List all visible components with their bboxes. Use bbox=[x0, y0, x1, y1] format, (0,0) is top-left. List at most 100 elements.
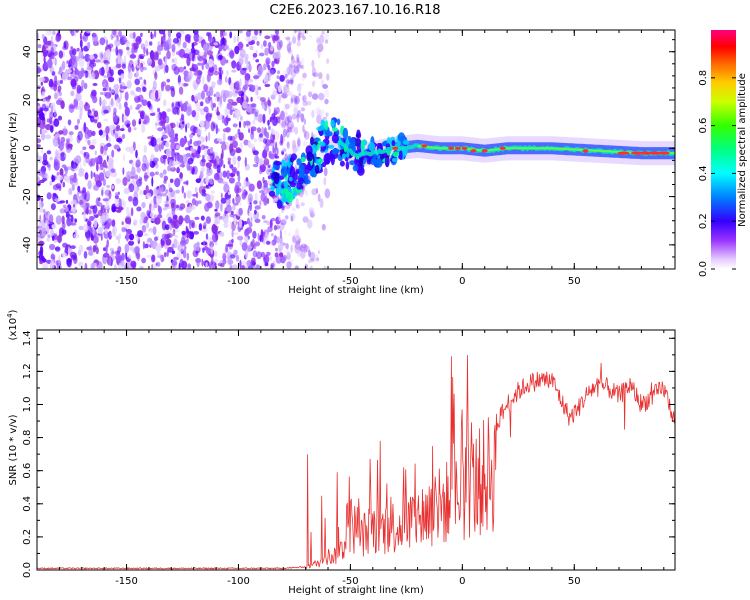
spectrogram-noise-blob bbox=[264, 35, 271, 40]
spectrogram-noise-blob bbox=[121, 221, 124, 226]
spectrogram-noise-blob bbox=[77, 249, 82, 256]
spectrogram-noise-blob bbox=[205, 62, 210, 70]
spectrogram-noise-blob bbox=[162, 154, 168, 160]
spectrogram-noise-blob bbox=[194, 154, 201, 159]
spectrogram-signal-blob bbox=[341, 153, 347, 159]
spectrogram-noise-blob bbox=[210, 155, 213, 160]
spectrogram-noise-blob bbox=[285, 204, 288, 209]
spectrogram-noise-blob bbox=[225, 115, 229, 124]
spectrogram-noise-blob bbox=[87, 220, 92, 227]
spectrogram-noise-blob bbox=[96, 155, 103, 165]
spectrogram-noise-blob bbox=[211, 82, 216, 86]
spectrogram-noise-blob bbox=[139, 189, 144, 196]
spectrogram-noise-blob bbox=[92, 72, 96, 80]
spectrogram-signal-blob bbox=[324, 152, 331, 165]
spectrogram-noise-blob bbox=[135, 236, 141, 241]
snr-x-label: Height of straight line (km) bbox=[288, 585, 424, 596]
spectrogram-signal-blob bbox=[310, 136, 314, 146]
spectrogram-noise-blob bbox=[55, 215, 62, 225]
spectrogram-noise-blob bbox=[218, 157, 224, 167]
spectrogram-noise-blob bbox=[292, 36, 297, 44]
spectrogram-noise-blob bbox=[276, 75, 280, 80]
spectrogram-noise-blob bbox=[87, 41, 91, 50]
spectrogram-noise-blob bbox=[302, 216, 309, 223]
spectrogram-noise-blob bbox=[289, 124, 296, 133]
spectrogram-noise-blob bbox=[115, 45, 118, 56]
spectrogram-noise-blob bbox=[296, 57, 300, 63]
spectrogram-noise-blob bbox=[80, 67, 85, 78]
spectrogram-noise-blob bbox=[276, 147, 279, 156]
spectrogram-noise-blob bbox=[102, 198, 109, 202]
spectrogram-noise-blob bbox=[285, 79, 290, 88]
spectrogram-noise-blob bbox=[298, 83, 305, 87]
spectrogram-noise-blob bbox=[61, 252, 67, 258]
spectrogram-noise-blob bbox=[287, 250, 293, 255]
spectrogram-x-tick-label: 0 bbox=[459, 276, 465, 287]
spectrogram-noise-blob bbox=[261, 215, 266, 220]
spectrogram-noise-blob bbox=[297, 32, 301, 42]
spectrogram-noise-blob bbox=[294, 95, 300, 105]
spectrogram-noise-blob bbox=[70, 79, 77, 87]
spectrogram-noise-blob bbox=[283, 87, 286, 95]
spectrogram-noise-blob bbox=[51, 59, 56, 65]
spectrogram-noise-blob bbox=[153, 187, 159, 197]
spectrogram-noise-blob bbox=[238, 132, 244, 141]
spectrogram-noise-blob bbox=[205, 162, 212, 168]
spectrogram-noise-blob bbox=[96, 261, 103, 269]
spectrogram-noise-blob bbox=[56, 174, 63, 181]
spectrogram-noise-blob bbox=[204, 147, 208, 157]
spectrogram-noise-blob bbox=[251, 35, 258, 41]
spectrogram-noise-blob bbox=[115, 63, 122, 69]
colorbar-tick-label: 0.4 bbox=[698, 165, 709, 181]
spectrogram-noise-blob bbox=[39, 128, 43, 135]
spectrogram-noise-blob bbox=[118, 103, 122, 110]
spectrogram-noise-blob bbox=[53, 80, 58, 88]
spectrogram-noise-blob bbox=[239, 259, 242, 269]
spectrogram-noise-blob bbox=[229, 50, 234, 58]
spectrogram-noise-blob bbox=[120, 84, 123, 90]
spectrogram-noise-blob bbox=[220, 30, 223, 38]
spectrogram-noise-blob bbox=[243, 94, 247, 101]
spectrogram-noise-blob bbox=[152, 226, 157, 236]
spectrogram-noise-blob bbox=[130, 207, 134, 217]
spectrogram-noise-blob bbox=[125, 231, 129, 242]
spectrogram-noise-blob bbox=[295, 235, 301, 245]
spectrogram-noise-blob bbox=[271, 60, 275, 67]
spectrogram-noise-blob bbox=[89, 144, 95, 150]
spectrogram-noise-blob bbox=[38, 221, 45, 230]
spectrogram-y-tick-label: 0 bbox=[22, 145, 33, 151]
spectrogram-noise-blob bbox=[165, 141, 170, 148]
spectrogram-noise-blob bbox=[70, 245, 76, 250]
spectrogram-noise-blob bbox=[205, 135, 208, 142]
spectrogram-noise-blob bbox=[155, 50, 159, 60]
spectrogram-noise-blob bbox=[286, 43, 292, 53]
spectrogram-noise-blob bbox=[195, 76, 201, 85]
spectrogram-noise-blob bbox=[273, 197, 278, 202]
spectrogram-noise-blob bbox=[219, 263, 225, 268]
spectrogram-noise-blob bbox=[263, 254, 270, 264]
spectrogram-noise-blob bbox=[284, 117, 288, 122]
spectrogram-noise-blob bbox=[263, 158, 270, 166]
spectrogram-noise-blob bbox=[209, 263, 212, 269]
spectrogram-signal-blob bbox=[273, 161, 282, 166]
spectrogram-noise-blob bbox=[122, 200, 126, 209]
spectrogram-noise-blob bbox=[111, 88, 115, 94]
spectrogram-noise-blob bbox=[302, 124, 305, 133]
spectrogram-noise-blob bbox=[161, 233, 167, 239]
spectrogram-noise-blob bbox=[65, 69, 72, 74]
spectrogram-noise-blob bbox=[227, 160, 231, 165]
spectrogram-noise-blob bbox=[41, 177, 47, 182]
spectrogram-noise-blob bbox=[71, 184, 75, 191]
spectrogram-noise-blob bbox=[46, 237, 51, 242]
spectrogram-noise-blob bbox=[64, 153, 67, 158]
spectrogram-noise-blob bbox=[49, 111, 54, 121]
spectrogram-noise-blob bbox=[255, 59, 260, 63]
spectrogram-noise-blob bbox=[43, 56, 46, 63]
spectrogram-noise-blob bbox=[288, 47, 292, 55]
spectrogram-noise-blob bbox=[111, 206, 116, 213]
snr-y-tick-label: 1.4 bbox=[22, 330, 33, 346]
spectrogram-noise-blob bbox=[167, 36, 172, 47]
spectrogram-noise-blob bbox=[37, 144, 41, 148]
spectrogram-noise-blob bbox=[321, 79, 325, 88]
